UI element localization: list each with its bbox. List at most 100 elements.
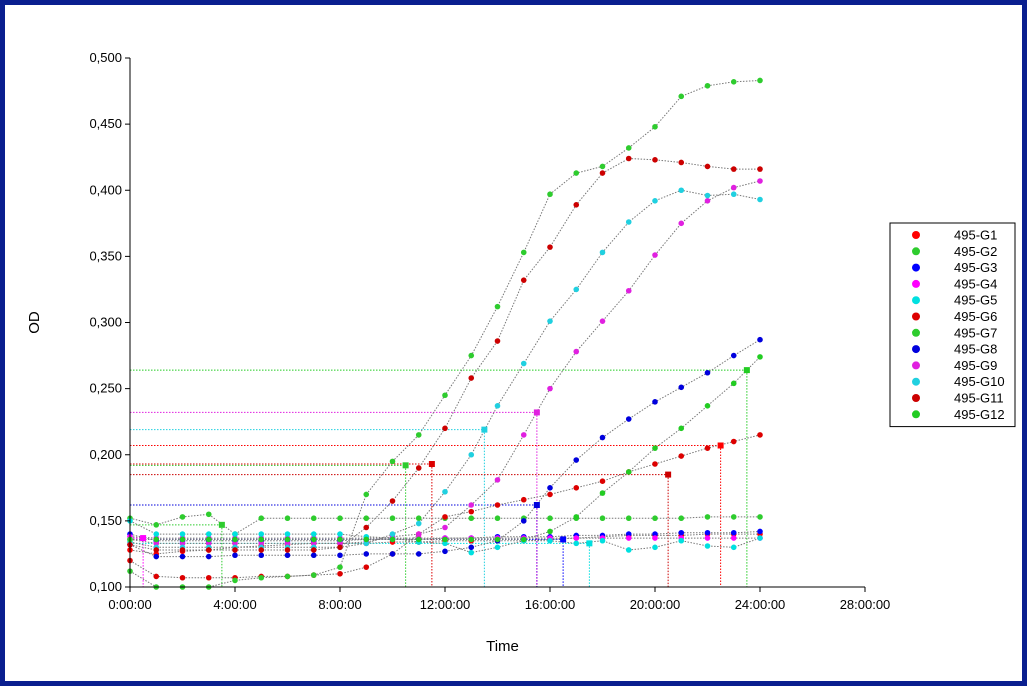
x-tick-label: 28:00:00 [840,597,891,612]
data-point [205,574,212,581]
data-point [599,478,606,485]
data-point [153,573,160,580]
data-point [547,491,553,498]
od-chart: 0,100 0,150 0,200 0,250 0,300 0,350 0,400 0,450… [26,50,1016,655]
data-point [310,515,317,522]
data-point [337,552,343,559]
data-point [415,551,422,557]
data-point [652,535,658,541]
x-tick-label: 24:00:00 [735,597,786,612]
data-point [573,485,580,491]
data-point [599,318,606,324]
legend-swatch [912,231,920,239]
data-point [599,490,606,496]
data-point [547,515,553,522]
data-point [179,553,186,560]
data-point [494,515,501,522]
data-point [494,338,501,344]
data-point [652,544,658,551]
data-point [573,170,580,176]
data-point [205,547,212,553]
data-point [573,457,580,463]
data-point [573,348,580,355]
data-point [547,385,553,392]
legend-label: 495-G10 [954,374,1005,389]
chart-frame: 0,100 0,150 0,200 0,250 0,300 0,350 0,400 0,450… [5,5,1022,681]
data-point [179,536,186,543]
y-tick-label: 0,300 [89,315,122,330]
data-point [599,537,606,544]
marker-point-7 [402,462,409,469]
data-point [153,536,160,543]
data-point [678,529,685,536]
legend: 495-G1495-G2495-G3495-G4495-G5495-G6495-… [889,222,1016,428]
data-point [573,286,580,293]
data-point [757,535,763,541]
data-point [573,535,580,541]
x-tick-label: 12:00:00 [420,597,471,612]
marker-point-11 [665,471,672,478]
data-point [284,573,291,580]
data-point [442,524,448,531]
y-tick-label: 0,150 [89,513,122,528]
series-line-7 [129,80,761,588]
data-point [284,540,291,547]
data-point [730,166,737,172]
data-point [678,187,685,194]
x-tick-label: 4:00:00 [213,597,256,612]
data-point [520,360,527,367]
data-point [442,536,448,543]
data-point [520,518,527,524]
data-point [625,219,632,225]
data-point [232,536,238,543]
data-point [153,531,160,537]
data-point [232,531,238,537]
data-point [363,515,370,522]
data-point [652,531,658,537]
x-tick-label: 0:00:00 [108,597,151,612]
data-point [389,498,396,504]
data-point [757,528,763,535]
data-point [179,531,186,537]
data-point [468,502,475,508]
data-point [625,515,632,522]
marker-point-1 [717,442,724,449]
data-point [757,196,763,203]
data-point [757,166,763,172]
data-point [547,318,553,324]
data-point [205,531,212,537]
data-point [573,540,580,547]
legend-label: 495-G6 [954,309,997,324]
data-point [625,469,632,475]
data-point [625,155,632,162]
legend-swatch [912,377,920,386]
x-tick-label: 20:00:00 [630,597,681,612]
data-point [205,540,212,547]
data-point [547,528,553,535]
data-point [468,352,475,359]
marker-point-2 [218,521,225,528]
data-point [652,461,658,467]
data-point [310,547,317,553]
data-point [258,552,265,559]
data-point [205,536,212,543]
data-point [704,198,711,204]
data-point [179,574,186,581]
data-point [494,544,501,551]
legend-label: 495-G4 [954,276,997,291]
data-point [415,531,422,537]
data-point [704,445,711,451]
data-point [442,514,448,520]
data-point [258,574,265,581]
legend-label: 495-G5 [954,293,997,308]
data-point [704,543,711,549]
data-point [153,553,160,560]
data-point [678,453,685,459]
data-point [389,531,396,537]
marker-point-10 [481,426,488,433]
data-point [179,540,186,547]
data-point [704,529,711,536]
y-tick-label: 0,400 [89,182,122,197]
data-point [704,192,711,199]
data-point [494,477,501,483]
